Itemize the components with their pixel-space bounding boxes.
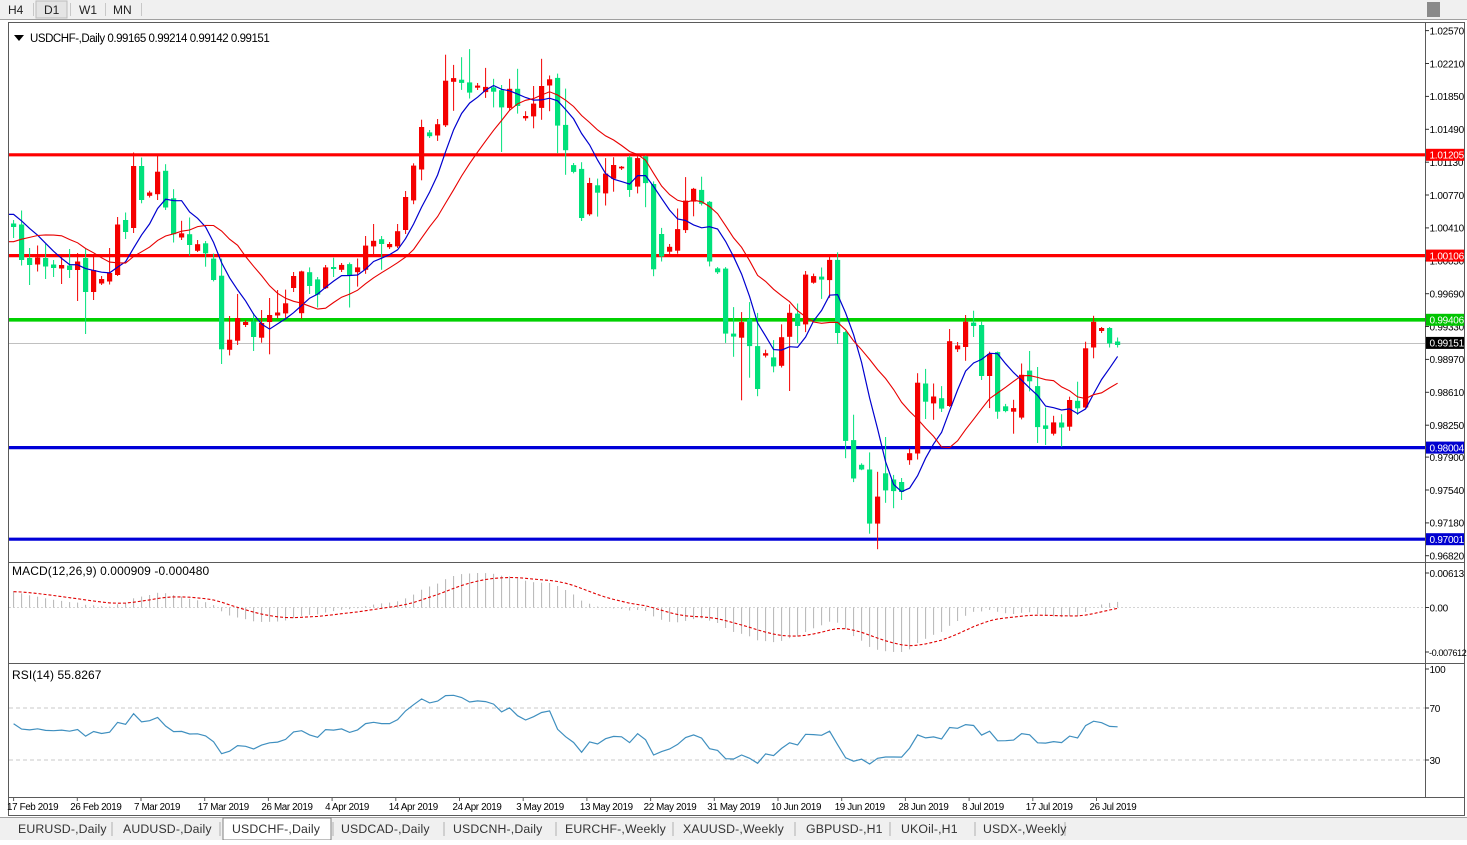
svg-text:17 Feb 2019: 17 Feb 2019 — [7, 802, 58, 813]
svg-text:17 Jul 2019: 17 Jul 2019 — [1026, 802, 1073, 813]
svg-text:GBPUSD-,H1: GBPUSD-,H1 — [806, 822, 883, 836]
svg-text:MN: MN — [113, 3, 132, 17]
svg-text:W1: W1 — [79, 3, 97, 17]
svg-text:1.01130: 1.01130 — [1430, 158, 1464, 169]
svg-text:0.97900: 0.97900 — [1430, 453, 1465, 464]
svg-text:USDCHF-,Daily: USDCHF-,Daily — [232, 822, 321, 836]
svg-text:USDCHF-,Daily 0.99165 0.99214: USDCHF-,Daily 0.99165 0.99214 0.99142 0.… — [30, 33, 269, 45]
svg-text:1.00770: 1.00770 — [1430, 191, 1465, 202]
svg-text:USDCNH-,Daily: USDCNH-,Daily — [453, 822, 543, 836]
svg-text:30: 30 — [1430, 756, 1441, 767]
svg-text:100: 100 — [1430, 665, 1447, 676]
svg-text:0.98970: 0.98970 — [1430, 355, 1465, 366]
svg-text:XAUUSD-,Weekly: XAUUSD-,Weekly — [683, 822, 785, 836]
svg-text:70: 70 — [1430, 704, 1441, 715]
svg-text:1.00050: 1.00050 — [1430, 257, 1465, 268]
svg-text:28 Jun 2019: 28 Jun 2019 — [898, 802, 948, 813]
svg-text:4 Apr 2019: 4 Apr 2019 — [325, 802, 369, 813]
svg-text:7 Mar 2019: 7 Mar 2019 — [134, 802, 180, 813]
svg-text:1.02570: 1.02570 — [1430, 26, 1465, 37]
svg-text:10 Jun 2019: 10 Jun 2019 — [771, 802, 821, 813]
svg-text:26 Jul 2019: 26 Jul 2019 — [1090, 802, 1137, 813]
svg-text:MACD(12,26,9) 0.000909 -0.0004: MACD(12,26,9) 0.000909 -0.000480 — [12, 564, 210, 578]
svg-text:19 Jun 2019: 19 Jun 2019 — [835, 802, 885, 813]
svg-text:USDCAD-,Daily: USDCAD-,Daily — [341, 822, 430, 836]
svg-text:0.00: 0.00 — [1430, 603, 1449, 614]
svg-text:8 Jul 2019: 8 Jul 2019 — [962, 802, 1004, 813]
svg-text:1.01850: 1.01850 — [1430, 92, 1465, 103]
svg-text:0.98610: 0.98610 — [1430, 388, 1465, 399]
svg-text:0.00613: 0.00613 — [1430, 569, 1465, 580]
svg-text:3 May 2019: 3 May 2019 — [516, 802, 564, 813]
svg-text:UKOil-,H1: UKOil-,H1 — [901, 822, 958, 836]
svg-text:13 May 2019: 13 May 2019 — [580, 802, 633, 813]
svg-text:AUDUSD-,Daily: AUDUSD-,Daily — [123, 822, 212, 836]
svg-text:H4: H4 — [8, 3, 24, 17]
svg-text:0.99151: 0.99151 — [1430, 339, 1465, 350]
svg-text:0.97540: 0.97540 — [1430, 486, 1465, 497]
svg-text:0.99406: 0.99406 — [1430, 316, 1465, 327]
svg-text:-0.007612: -0.007612 — [1429, 648, 1467, 658]
svg-text:1.02210: 1.02210 — [1430, 59, 1465, 70]
svg-text:22 May 2019: 22 May 2019 — [644, 802, 697, 813]
svg-text:24 Apr 2019: 24 Apr 2019 — [453, 802, 502, 813]
svg-text:RSI(14) 55.8267: RSI(14) 55.8267 — [12, 668, 102, 682]
svg-text:26 Feb 2019: 26 Feb 2019 — [70, 802, 121, 813]
svg-text:0.99690: 0.99690 — [1430, 290, 1465, 301]
svg-text:1.00410: 1.00410 — [1430, 224, 1465, 235]
svg-text:USDX-,Weekly: USDX-,Weekly — [983, 822, 1067, 836]
svg-text:1.01490: 1.01490 — [1430, 125, 1465, 136]
svg-text:0.97001: 0.97001 — [1430, 535, 1465, 546]
svg-text:1.01205: 1.01205 — [1430, 151, 1465, 162]
svg-text:0.97180: 0.97180 — [1430, 519, 1465, 530]
svg-text:0.96820: 0.96820 — [1430, 552, 1465, 563]
svg-text:17 Mar 2019: 17 Mar 2019 — [198, 802, 249, 813]
svg-text:D1: D1 — [44, 3, 60, 17]
svg-text:EURUSD-,Daily: EURUSD-,Daily — [18, 822, 107, 836]
svg-text:0.98004: 0.98004 — [1430, 443, 1465, 454]
svg-text:26 Mar 2019: 26 Mar 2019 — [261, 802, 312, 813]
svg-text:1.00106: 1.00106 — [1430, 251, 1465, 262]
svg-text:31 May 2019: 31 May 2019 — [707, 802, 760, 813]
svg-text:EURCHF-,Weekly: EURCHF-,Weekly — [565, 822, 667, 836]
svg-text:0.99330: 0.99330 — [1430, 322, 1465, 333]
svg-text:0.98250: 0.98250 — [1430, 421, 1465, 432]
svg-text:14 Apr 2019: 14 Apr 2019 — [389, 802, 438, 813]
